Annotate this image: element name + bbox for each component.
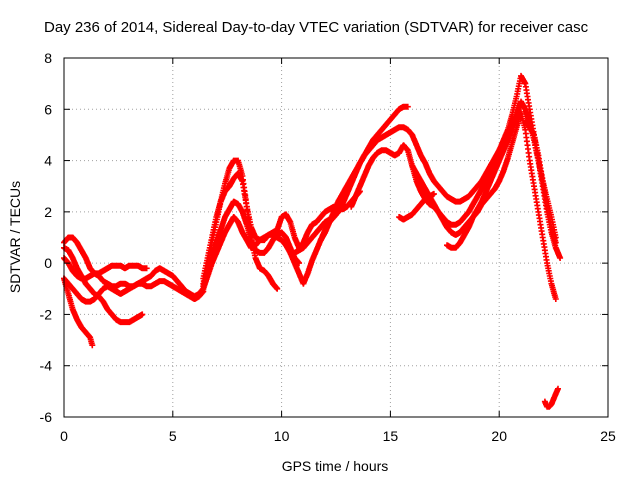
x-tick-label: 15 bbox=[383, 428, 399, 444]
x-tick-label: 5 bbox=[169, 428, 177, 444]
series-markers bbox=[541, 385, 561, 410]
series-track-11 bbox=[317, 124, 503, 244]
y-tick-label: 0 bbox=[44, 255, 52, 271]
tick-layer: 0 5 10 15 20 25 -6 -4 -2 0 2 4 6 8 bbox=[40, 50, 616, 444]
x-axis-label: GPS time / hours bbox=[282, 458, 389, 474]
y-tick-label: -4 bbox=[40, 358, 53, 374]
x-tick-label: 25 bbox=[600, 428, 616, 444]
y-tick-label: 4 bbox=[44, 153, 52, 169]
x-tick-label: 20 bbox=[491, 428, 507, 444]
y-tick-label: 2 bbox=[44, 204, 52, 220]
y-axis-label: SDTVAR / TECUs bbox=[7, 181, 23, 293]
series-track-16 bbox=[522, 119, 559, 246]
y-tick-label: -6 bbox=[40, 409, 53, 425]
series-markers bbox=[522, 119, 559, 246]
series-markers bbox=[317, 124, 503, 244]
series-track-14 bbox=[396, 190, 437, 223]
y-tick-label: -2 bbox=[40, 306, 53, 322]
y-tick-label: 6 bbox=[44, 101, 52, 117]
chart-title: Day 236 of 2014, Sidereal Day-to-day VTE… bbox=[44, 19, 589, 36]
x-tick-label: 10 bbox=[274, 428, 290, 444]
series-markers bbox=[396, 190, 437, 223]
y-tick-label: 8 bbox=[44, 50, 52, 66]
plot-frame bbox=[63, 57, 609, 418]
x-tick-label: 0 bbox=[60, 428, 68, 444]
series-track-17 bbox=[541, 385, 561, 410]
